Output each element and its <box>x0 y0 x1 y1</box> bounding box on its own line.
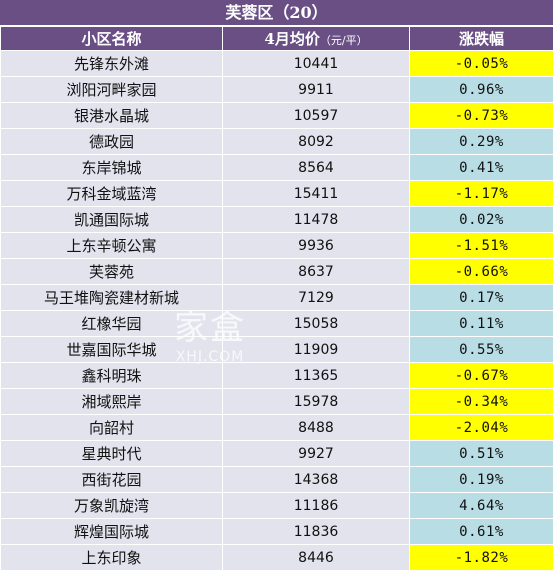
header-name: 小区名称 <box>0 26 223 51</box>
cell-avg-price: 11909 <box>222 336 410 363</box>
table-row: 芙蓉苑 8637 -0.66% <box>0 258 553 285</box>
cell-change-down: -1.17% <box>409 180 553 207</box>
table-row: 万科金域蓝湾 15411 -1.17% <box>0 180 553 207</box>
table-row: 辉煌国际城 11836 0.61% <box>0 518 553 545</box>
table-row: 银港水晶城 10597 -0.73% <box>0 102 553 129</box>
cell-avg-price: 11478 <box>222 206 410 233</box>
cell-avg-price: 15411 <box>222 180 410 207</box>
cell-community-name: 鑫科明珠 <box>0 362 223 389</box>
cell-change-down: -0.34% <box>409 388 553 415</box>
cell-avg-price: 15058 <box>222 310 410 337</box>
cell-change-down: -0.05% <box>409 50 553 77</box>
cell-change-up: 0.55% <box>409 336 553 363</box>
header-price-unit: （元/平） <box>319 34 368 47</box>
table-row: 先锋东外滩 10441 -0.05% <box>0 50 553 77</box>
cell-change-up: 0.19% <box>409 466 553 493</box>
cell-avg-price: 8446 <box>222 544 410 571</box>
cell-avg-price: 9936 <box>222 232 410 259</box>
cell-community-name: 星典时代 <box>0 440 223 467</box>
table-row: 向韶村 8488 -2.04% <box>0 414 553 441</box>
cell-community-name: 凯通国际城 <box>0 206 223 233</box>
cell-community-name: 先锋东外滩 <box>0 50 223 77</box>
cell-change-down: -0.73% <box>409 102 553 129</box>
table-row: 德政园 8092 0.29% <box>0 128 553 155</box>
table-row: 世嘉国际华城 11909 0.55% <box>0 336 553 363</box>
cell-community-name: 东岸锦城 <box>0 154 223 181</box>
cell-avg-price: 8488 <box>222 414 410 441</box>
header-price-label: 4月均价 <box>264 30 320 48</box>
cell-community-name: 世嘉国际华城 <box>0 336 223 363</box>
cell-change-up: 0.96% <box>409 76 553 103</box>
cell-community-name: 上东辛顿公寓 <box>0 232 223 259</box>
header-change: 涨跌幅 <box>409 26 553 51</box>
cell-change-up: 0.29% <box>409 128 553 155</box>
cell-change-up: 4.64% <box>409 492 553 519</box>
cell-community-name: 上东印象 <box>0 544 223 571</box>
table-row: 鑫科明珠 11365 -0.67% <box>0 362 553 389</box>
cell-community-name: 红橡华园 <box>0 310 223 337</box>
cell-avg-price: 14368 <box>222 466 410 493</box>
table-row: 星典时代 9927 0.51% <box>0 440 553 467</box>
header-price: 4月均价（元/平） <box>222 26 410 51</box>
table-row: 西街花园 14368 0.19% <box>0 466 553 493</box>
cell-community-name: 万象凯旋湾 <box>0 492 223 519</box>
table-row: 凯通国际城 11478 0.02% <box>0 206 553 233</box>
table-row: 万象凯旋湾 11186 4.64% <box>0 492 553 519</box>
table-row: 上东辛顿公寓 9936 -1.51% <box>0 232 553 259</box>
cell-change-up: 0.61% <box>409 518 553 545</box>
cell-change-down: -0.67% <box>409 362 553 389</box>
header-name-label: 小区名称 <box>81 30 142 48</box>
cell-community-name: 浏阳河畔家园 <box>0 76 223 103</box>
cell-community-name: 万科金域蓝湾 <box>0 180 223 207</box>
cell-community-name: 德政园 <box>0 128 223 155</box>
cell-avg-price: 10441 <box>222 50 410 77</box>
cell-community-name: 向韶村 <box>0 414 223 441</box>
cell-avg-price: 8637 <box>222 258 410 285</box>
cell-community-name: 辉煌国际城 <box>0 518 223 545</box>
table-row: 上东印象 8446 -1.82% <box>0 544 553 571</box>
cell-community-name: 芙蓉苑 <box>0 258 223 285</box>
cell-change-down: -2.04% <box>409 414 553 441</box>
cell-avg-price: 11365 <box>222 362 410 389</box>
table-row: 红橡华园 15058 0.11% <box>0 310 553 337</box>
header-change-label: 涨跌幅 <box>458 30 504 48</box>
header-row: 小区名称 4月均价（元/平） 涨跌幅 <box>0 26 553 51</box>
table-row: 浏阳河畔家园 9911 0.96% <box>0 76 553 103</box>
table-title: 芙蓉区（20） <box>0 0 553 26</box>
cell-community-name: 西街花园 <box>0 466 223 493</box>
cell-avg-price: 9911 <box>222 76 410 103</box>
cell-avg-price: 15978 <box>222 388 410 415</box>
table-row: 马王堆陶瓷建材新城 7129 0.17% <box>0 284 553 311</box>
cell-avg-price: 9927 <box>222 440 410 467</box>
cell-avg-price: 10597 <box>222 102 410 129</box>
cell-change-up: 0.51% <box>409 440 553 467</box>
cell-avg-price: 11186 <box>222 492 410 519</box>
cell-change-up: 0.11% <box>409 310 553 337</box>
cell-change-up: 0.02% <box>409 206 553 233</box>
table-row: 东岸锦城 8564 0.41% <box>0 154 553 181</box>
cell-avg-price: 7129 <box>222 284 410 311</box>
table-row: 湘域熙岸 15978 -0.34% <box>0 388 553 415</box>
cell-change-down: -0.66% <box>409 258 553 285</box>
cell-avg-price: 8092 <box>222 128 410 155</box>
cell-community-name: 银港水晶城 <box>0 102 223 129</box>
cell-change-up: 0.17% <box>409 284 553 311</box>
cell-avg-price: 11836 <box>222 518 410 545</box>
cell-change-down: -1.82% <box>409 544 553 571</box>
cell-change-down: -1.51% <box>409 232 553 259</box>
cell-change-up: 0.41% <box>409 154 553 181</box>
cell-community-name: 湘域熙岸 <box>0 388 223 415</box>
cell-community-name: 马王堆陶瓷建材新城 <box>0 284 223 311</box>
price-table: 小区名称 4月均价（元/平） 涨跌幅 先锋东外滩 10441 -0.05% 浏阳河畔家… <box>0 26 553 571</box>
cell-avg-price: 8564 <box>222 154 410 181</box>
